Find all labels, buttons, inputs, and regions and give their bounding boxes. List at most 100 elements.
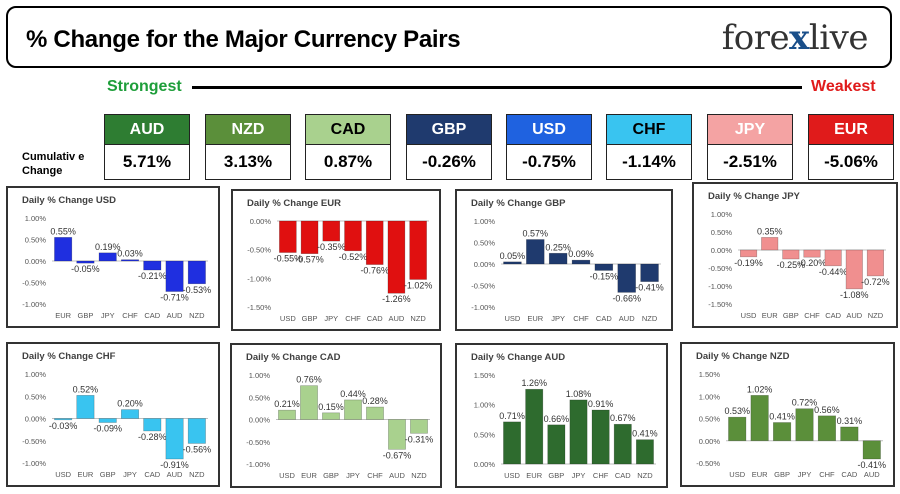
category-label: CHF [345, 314, 361, 323]
data-label: 0.05% [500, 251, 526, 261]
bar-nzd [640, 263, 659, 282]
y-tick-label: -0.50% [246, 438, 270, 447]
category-label: USD [729, 470, 745, 479]
category-label: JPY [346, 471, 360, 480]
category-label: USD [279, 471, 295, 480]
bar-jpy [98, 252, 117, 262]
bar-jpy [795, 408, 814, 442]
category-label: EUR [762, 311, 778, 320]
bar-cad [824, 249, 842, 267]
bar-jpy [569, 399, 588, 465]
y-tick-label: -1.00% [247, 274, 271, 283]
currency-name: NZD [206, 115, 290, 145]
bar-nzd [410, 419, 428, 434]
data-label: -0.28% [138, 432, 167, 442]
bar-nzd [409, 220, 427, 280]
bar-cad [143, 260, 162, 271]
y-tick-label: 0.00% [699, 437, 721, 446]
category-label: USD [505, 314, 521, 323]
cumulative-label-line2: Change [22, 165, 63, 177]
data-label: -1.02% [404, 280, 433, 290]
category-label: CAD [367, 314, 383, 323]
data-label: -0.56% [183, 444, 212, 454]
data-label: -0.20% [798, 258, 827, 268]
data-label: 0.41% [632, 429, 658, 439]
category-label: JPY [551, 314, 565, 323]
bar-chart-svg: Daily % Change JPY1.00%0.50%0.00%-0.50%-… [708, 191, 890, 320]
y-tick-label: -1.50% [247, 303, 271, 312]
bar-cad [594, 263, 614, 271]
y-tick-label: -0.50% [247, 246, 271, 255]
category-label: CHF [819, 470, 835, 479]
data-label: 0.09% [568, 249, 594, 259]
bar-gbp [782, 249, 800, 260]
y-tick-label: 0.00% [250, 217, 272, 226]
y-tick-label: -1.00% [708, 282, 732, 291]
data-label: -0.41% [858, 460, 887, 470]
category-label: EUR [526, 471, 542, 480]
category-label: GBP [548, 471, 564, 480]
category-label: CAD [825, 311, 841, 320]
cumulative-label-line1: Cumulativ e [22, 151, 85, 163]
data-label: 0.67% [610, 413, 636, 423]
data-label: 0.19% [95, 242, 121, 252]
data-label: 0.57% [523, 228, 549, 238]
category-label: NZD [189, 470, 205, 479]
category-label: GBP [783, 311, 799, 320]
data-label: -0.31% [405, 434, 434, 444]
currency-cumulative-value: 5.71% [122, 152, 172, 171]
y-tick-label: 0.50% [474, 239, 496, 248]
bar-nzd [866, 249, 884, 277]
strongest-label: Strongest [107, 78, 182, 95]
bar-cad [613, 423, 632, 465]
strength-scale-line [192, 86, 802, 89]
y-tick-label: -0.50% [696, 459, 720, 468]
category-label: EUR [752, 470, 768, 479]
bar-gbp [773, 422, 792, 442]
bar-aud [388, 419, 406, 450]
y-tick-label: 0.00% [249, 416, 271, 425]
category-label: EUR [301, 471, 317, 480]
y-tick-label: 1.00% [25, 370, 47, 379]
data-label: 1.26% [521, 378, 547, 388]
bar-gbp [547, 424, 566, 465]
bar-aud [387, 220, 406, 294]
data-label: 0.03% [117, 249, 143, 259]
bar-gbp [76, 260, 95, 264]
bar-eur [54, 237, 73, 262]
chart-title: Daily % Change JPY [708, 191, 801, 202]
category-label: CHF [122, 311, 138, 320]
bar-aud [617, 263, 636, 293]
bar-chf [803, 249, 821, 258]
bar-chart-svg: Daily % Change CHF1.00%0.50%0.00%-0.50%-… [22, 351, 212, 479]
category-label: CAD [144, 470, 160, 479]
y-tick-label: 0.00% [711, 246, 733, 255]
bar-aud [845, 249, 863, 290]
bar-chart-svg: Daily % Change CAD 1.00% 0.50% 0.00% -0.50% -… [246, 352, 434, 480]
bar-usd [54, 418, 73, 421]
bar-chf [366, 406, 384, 420]
y-tick-label: -0.50% [471, 282, 495, 291]
y-tick-label: 0.00% [25, 257, 47, 266]
category-label: GBP [323, 471, 339, 480]
category-label: NZD [637, 471, 653, 480]
y-tick-label: 0.50% [249, 393, 271, 402]
data-label: 0.21% [274, 399, 300, 409]
bar-nzd [187, 418, 206, 444]
cumulative-change-label: Cumulativ e Change [22, 150, 92, 178]
bar-eur [761, 237, 779, 251]
data-label: 0.44% [340, 389, 366, 399]
bar-aud [165, 260, 184, 292]
y-tick-label: 0.00% [474, 260, 496, 269]
y-tick-label: -0.50% [22, 437, 46, 446]
data-label: -1.26% [382, 294, 411, 304]
bar-gbp [322, 412, 340, 420]
category-label: JPY [572, 471, 586, 480]
data-label: -0.72% [861, 277, 890, 287]
category-label: GBP [774, 470, 790, 479]
category-label: CAD [144, 311, 160, 320]
category-label: JPY [101, 311, 115, 320]
bar-chart-svg: Daily % Change USD 1.00% 0.50% 0.00% -0.50% -… [22, 195, 211, 320]
logo-text-right: live [808, 18, 869, 58]
category-label: CHF [573, 314, 589, 323]
